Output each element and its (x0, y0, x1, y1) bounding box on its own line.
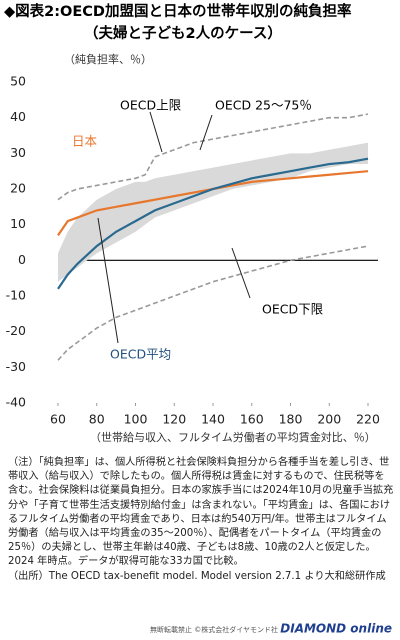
annotation-label: 日本 (72, 134, 98, 149)
y-tick-label: -40 (6, 395, 26, 410)
y-tick-label: -20 (6, 323, 26, 338)
y-tick-label: 20 (10, 181, 26, 196)
y-tick-label: 30 (10, 145, 26, 160)
x-tick-label: 100 (124, 412, 148, 427)
annotation-label: OECD下限 (262, 302, 324, 317)
annotation-arrow (231, 247, 251, 299)
series-line (57, 245, 369, 361)
notes: （注）「純負担率」は、個人所得税と社会保険料負担分から各種手当を差し引き、世帯収… (8, 456, 394, 584)
annotation-label: OECD上限 (120, 98, 182, 113)
series-line (57, 113, 369, 201)
y-tick-label: -30 (6, 359, 26, 374)
x-tick-label: 160 (240, 412, 264, 427)
annotation-label: OECD 25～75％ (215, 98, 312, 113)
chart-title: ◆図表2:OECD加盟国と日本の世帯年収別の純負担率 (4, 2, 352, 20)
y-tick-label: -10 (6, 288, 26, 303)
annotation-arrow (199, 114, 213, 151)
y-tick-label: 50 (10, 74, 26, 89)
note: （注）「純負担率」は、個人所得税と社会保険料負担分から各種手当を差し引き、世帯収… (8, 457, 394, 568)
x-tick-label: 220 (356, 412, 380, 427)
annotation-arrow (149, 111, 163, 153)
chart-subtitle: （夫婦と子ども2人のケース） (84, 24, 282, 42)
y-tick-label: 40 (10, 109, 26, 124)
x-tick-label: 120 (162, 412, 186, 427)
x-tick-label: 140 (201, 412, 225, 427)
series-line (57, 170, 369, 236)
x-tick-label: 60 (50, 412, 66, 427)
annotation-arrow (97, 217, 119, 344)
note: （出所）The OECD tax-benefit model. Model ve… (8, 570, 386, 582)
x-axis-label: （世帯給与収入、フルタイム労働者の平均賃金対比、％） (90, 430, 376, 444)
series-line (57, 157, 369, 290)
annotation-label: OECD平均 (110, 347, 171, 362)
footer: 無断転載禁止 ©株式会社ダイヤモンド社 (150, 625, 278, 634)
brand: DIAMOND online (280, 622, 392, 636)
y-axis-label: （純負担率、％） (64, 52, 152, 66)
x-tick-label: 180 (279, 412, 303, 427)
x-tick-label: 80 (89, 412, 105, 427)
y-tick-label: 0 (18, 252, 26, 267)
x-tick-label: 200 (317, 412, 341, 427)
y-tick-label: 10 (10, 216, 26, 231)
